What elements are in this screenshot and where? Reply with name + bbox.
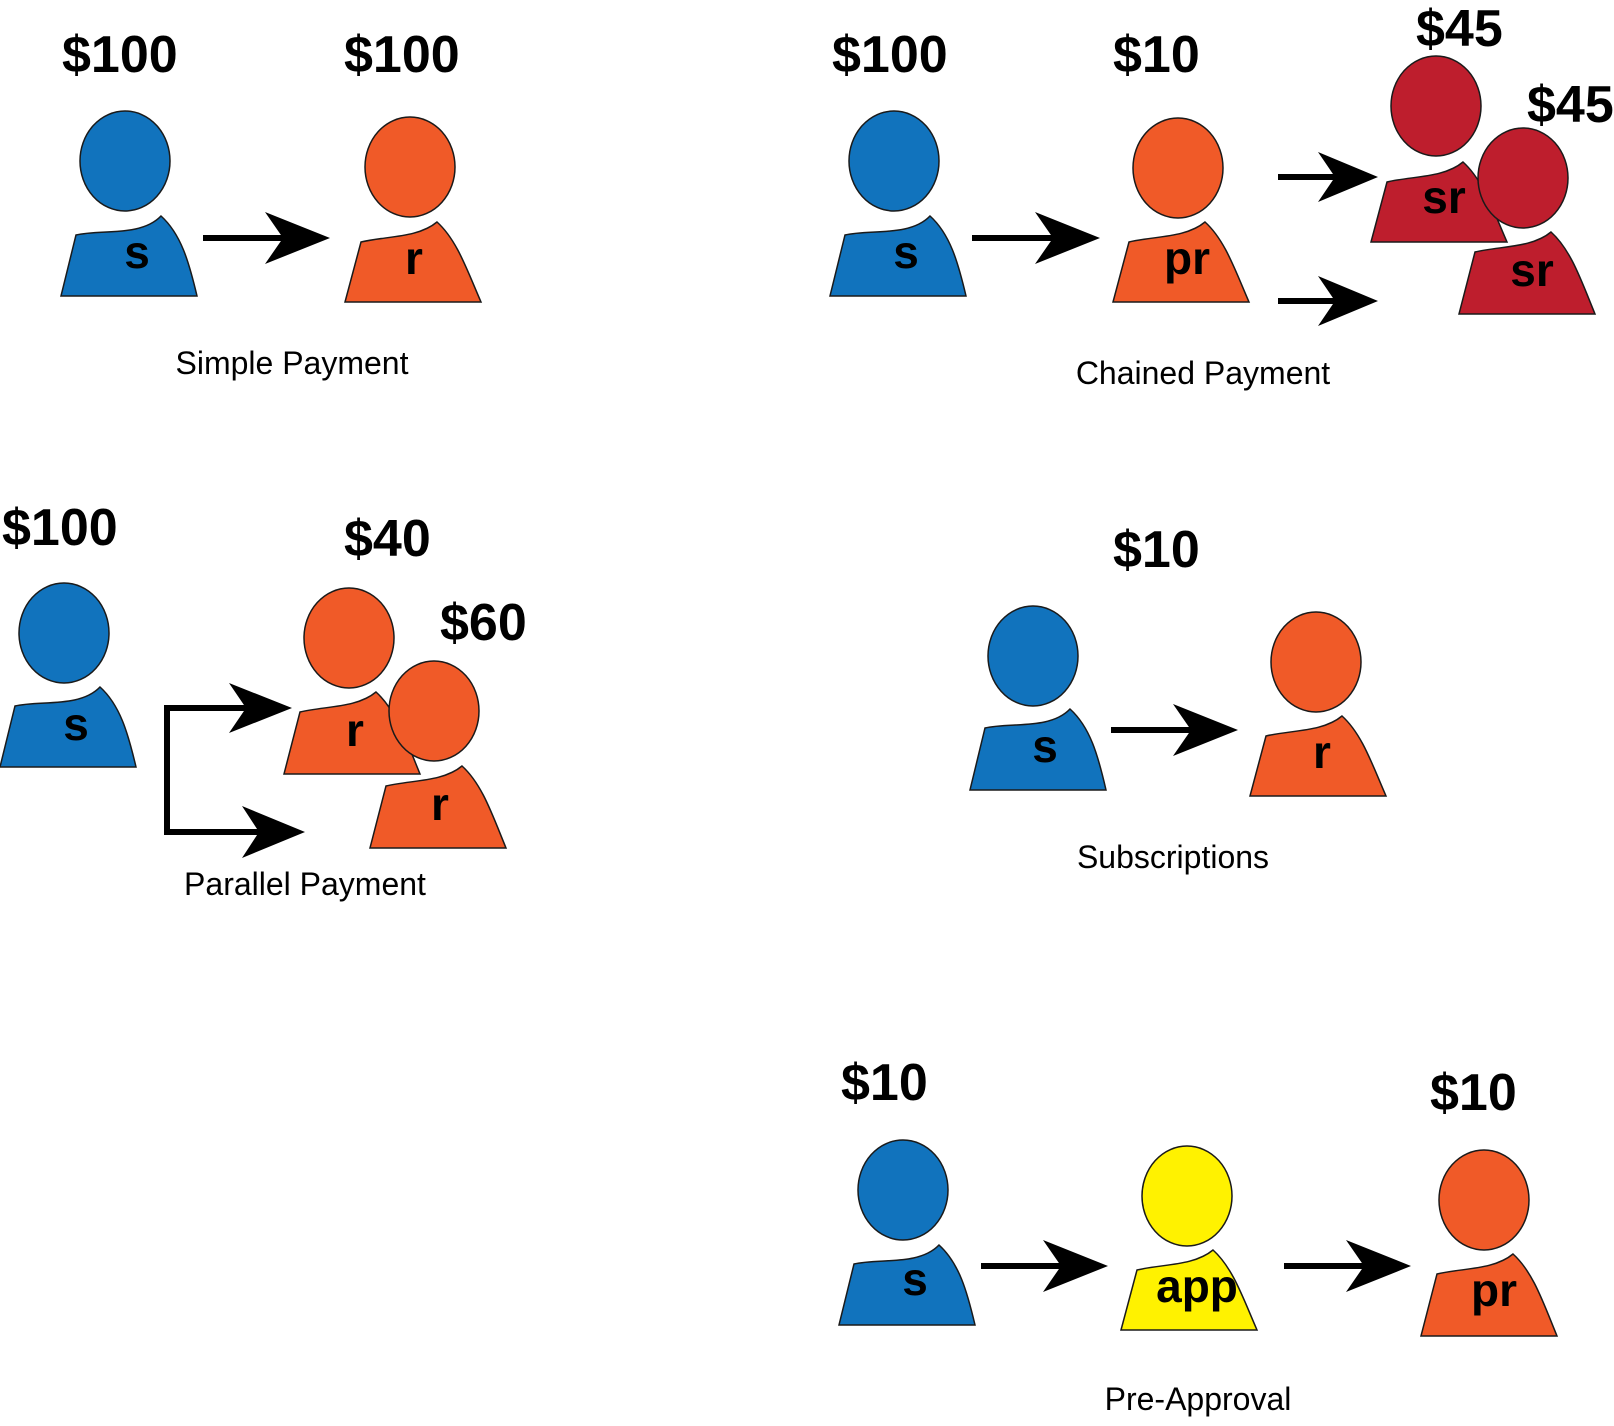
preapproval-arrow-1-icon xyxy=(981,1240,1108,1292)
preapproval-sender-person-icon xyxy=(838,1139,976,1326)
subscriptions-caption: Subscriptions xyxy=(1077,839,1269,875)
preapproval-caption: Pre-Approval xyxy=(1105,1381,1292,1417)
parallel-receiver2-amount: $60 xyxy=(440,594,527,652)
parallel-receiver2-label: r xyxy=(431,778,449,830)
subscriptions-sender-label: s xyxy=(1032,720,1058,772)
parallel-payment-caption: Parallel Payment xyxy=(184,866,426,902)
subscriptions-group: $10 s r Subscriptions xyxy=(969,521,1388,875)
subscriptions-amount: $10 xyxy=(1113,521,1200,579)
preapproval-receiver-label: pr xyxy=(1471,1264,1517,1316)
chained-secondary1-label: sr xyxy=(1422,171,1466,223)
chained-secondary2-amount: $45 xyxy=(1527,76,1614,134)
chained-secondary2-label: sr xyxy=(1510,244,1554,296)
simple-receiver-person-icon xyxy=(344,116,483,303)
preapproval-sender-label: s xyxy=(902,1253,928,1305)
chained-arrow-2-icon xyxy=(1278,152,1378,202)
parallel-receiver1-person-icon xyxy=(283,587,422,775)
simple-receiver-amount: $100 xyxy=(344,26,460,84)
chained-payment-group: $100 s $10 pr $45 sr $45 xyxy=(829,0,1614,391)
chained-sender-person-icon xyxy=(829,110,967,297)
simple-sender-person-icon xyxy=(60,110,198,297)
parallel-sender-label: s xyxy=(63,698,89,750)
subscriptions-sender-person-icon xyxy=(969,605,1107,791)
chained-primary-amount: $10 xyxy=(1113,26,1200,84)
parallel-payment-group: $100 s $40 r $60 r Parallel Payment xyxy=(0,499,527,902)
subscriptions-receiver-label: r xyxy=(1313,726,1331,778)
preapproval-group: $10 s app $10 pr Pre-Approval xyxy=(838,1054,1559,1417)
simple-receiver-label: r xyxy=(405,232,423,284)
simple-payment-caption: Simple Payment xyxy=(176,345,409,381)
chained-secondary1-amount: $45 xyxy=(1416,0,1503,58)
simple-sender-amount: $100 xyxy=(62,26,178,84)
subscriptions-arrow-icon xyxy=(1111,704,1238,756)
preapproval-receiver-amount: $10 xyxy=(1430,1064,1517,1122)
chained-secondary2-person-icon xyxy=(1458,127,1597,315)
chained-payment-caption: Chained Payment xyxy=(1076,355,1330,391)
chained-primary-person-icon xyxy=(1112,117,1251,303)
parallel-split-arrow-icon xyxy=(164,683,305,858)
parallel-sender-amount: $100 xyxy=(2,499,118,557)
parallel-sender-person-icon xyxy=(0,582,137,768)
simple-payment-group: $100 s $100 r Simple Payment xyxy=(60,26,483,381)
preapproval-receiver-person-icon xyxy=(1420,1149,1559,1337)
parallel-receiver1-amount: $40 xyxy=(344,510,431,568)
simple-arrow-icon xyxy=(203,212,330,264)
parallel-receiver1-label: r xyxy=(346,704,364,756)
parallel-receiver2-person-icon xyxy=(369,660,508,849)
chained-secondary1-person-icon xyxy=(1370,55,1509,243)
simple-sender-label: s xyxy=(124,226,150,278)
chained-sender-label: s xyxy=(893,226,919,278)
chained-arrow-1-icon xyxy=(972,212,1100,264)
preapproval-app-label: app xyxy=(1156,1260,1238,1312)
preapproval-sender-amount: $10 xyxy=(841,1054,928,1112)
subscriptions-receiver-person-icon xyxy=(1249,611,1388,797)
preapproval-app-person-icon xyxy=(1120,1145,1259,1331)
chained-sender-amount: $100 xyxy=(832,26,948,84)
chained-arrow-3-icon xyxy=(1278,276,1378,326)
preapproval-arrow-2-icon xyxy=(1284,1240,1411,1292)
chained-primary-label: pr xyxy=(1164,232,1210,284)
